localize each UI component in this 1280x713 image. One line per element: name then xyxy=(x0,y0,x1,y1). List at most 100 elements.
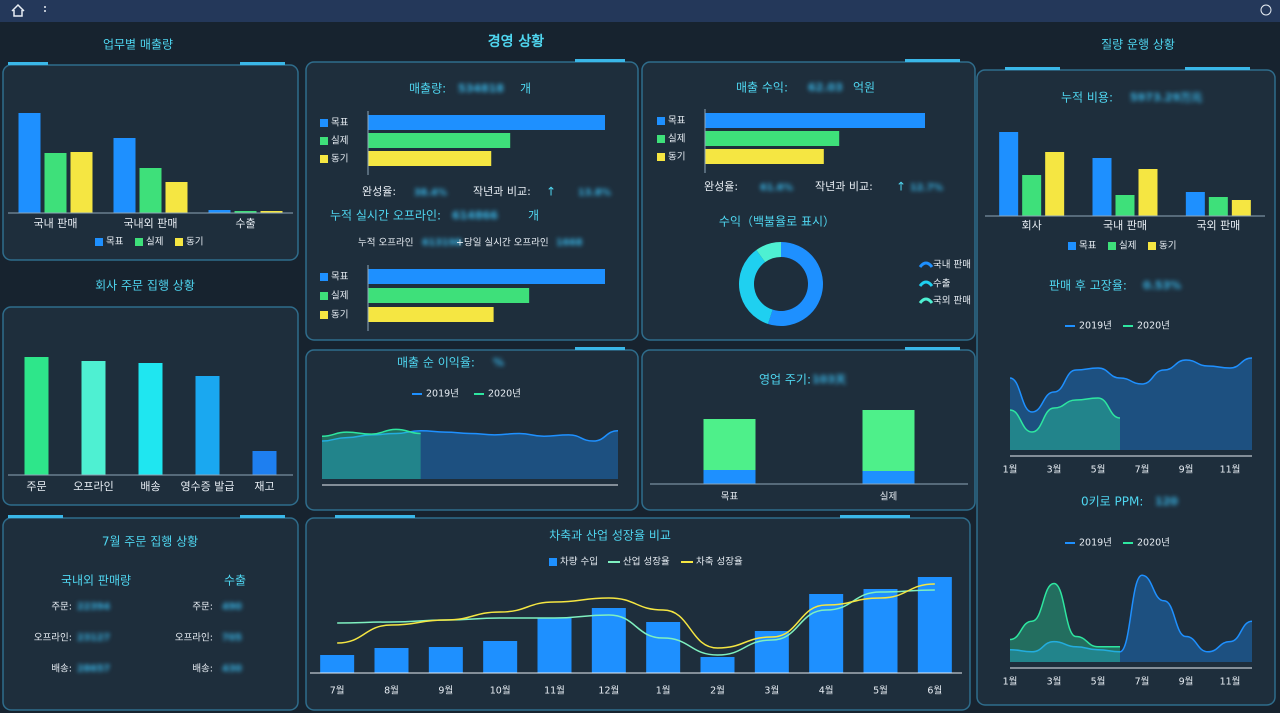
x-tick-label: 11월 xyxy=(1220,464,1241,476)
bar xyxy=(705,113,925,128)
x-tick-label: 12월 xyxy=(598,685,619,697)
line xyxy=(321,428,421,437)
bar xyxy=(368,307,494,322)
decoration xyxy=(8,62,48,65)
bar xyxy=(368,115,605,130)
line xyxy=(337,583,935,649)
bar xyxy=(70,152,93,213)
chart-title: 수익（백불율로 표시） xyxy=(719,215,835,229)
bar xyxy=(428,647,463,673)
x-tick-label: 목표 xyxy=(721,492,739,503)
bar xyxy=(999,132,1019,216)
bar xyxy=(483,641,518,673)
donut-slice xyxy=(739,250,773,324)
menu-icon[interactable] xyxy=(44,6,46,8)
donut-slice xyxy=(756,242,781,263)
legend-swatch xyxy=(320,119,328,127)
donut-slice xyxy=(768,242,824,326)
bar-segment xyxy=(703,419,756,470)
decoration xyxy=(575,59,625,62)
x-tick-label: 7월 xyxy=(330,685,345,697)
legend-label: 수출 xyxy=(933,279,951,290)
line xyxy=(1009,397,1121,433)
x-tick-label: 9월 xyxy=(1179,464,1194,476)
chart-title: 회사 주문 집행 상황 xyxy=(95,278,195,293)
area xyxy=(322,430,618,479)
legend-label: 2019년 xyxy=(1079,538,1112,549)
cost-value: 5973.29万元 xyxy=(1130,91,1202,104)
x-tick-label: 회사 xyxy=(1022,219,1042,232)
legend-label: 국외 판매 xyxy=(933,295,971,307)
decoration xyxy=(8,515,63,518)
category-label: 동기 xyxy=(668,152,685,163)
legend-label: 동기 xyxy=(1159,241,1176,252)
legend-swatch xyxy=(320,311,328,319)
x-tick-label: 11월 xyxy=(1220,676,1241,688)
cycle-value: 103天 xyxy=(812,373,847,386)
column-title: 수출 xyxy=(224,574,246,588)
legend-label: 2020년 xyxy=(1137,321,1170,332)
legend-label: 2020년 xyxy=(488,389,521,400)
x-tick-label: 10월 xyxy=(490,685,511,697)
x-tick-label: 1월 xyxy=(1003,464,1018,476)
x-tick-label: 3월 xyxy=(1047,676,1062,688)
cycle-label: 영업 주기: xyxy=(759,373,811,387)
legend-swatch xyxy=(657,117,665,125)
margin-label: 매출 순 이익율: xyxy=(397,356,475,370)
line xyxy=(1009,574,1253,653)
category-label: 목표 xyxy=(668,116,686,127)
today-value: 1668 xyxy=(556,238,583,249)
rev-yoy-arrow: ↑ xyxy=(896,180,906,194)
decoration xyxy=(575,347,625,350)
panel xyxy=(2,517,299,711)
x-tick-label: 수출 xyxy=(235,217,255,230)
area xyxy=(322,429,421,479)
legend-swatch xyxy=(135,238,143,246)
x-tick-label: 1월 xyxy=(1003,676,1018,688)
row-value: 490 xyxy=(222,602,242,613)
category-label: 목표 xyxy=(331,272,349,283)
row-label: 배송: xyxy=(51,664,72,675)
ppm-value: 120 xyxy=(1155,495,1178,508)
x-tick-label: 1월 xyxy=(656,685,671,697)
row-value: 28657 xyxy=(77,664,110,675)
x-tick-label: 7월 xyxy=(1135,464,1150,476)
legend-label: 목표 xyxy=(1079,241,1097,252)
decoration xyxy=(1185,67,1250,70)
legend-swatch xyxy=(95,238,103,246)
completion-value: 38.4% xyxy=(414,188,447,199)
fleet-title: 질량 운행 상황 xyxy=(1101,37,1175,52)
panel xyxy=(305,517,971,711)
close-icon[interactable] xyxy=(1260,4,1272,16)
bar xyxy=(165,182,188,213)
chart-title: 업무별 매출량 xyxy=(103,38,173,52)
home-icon[interactable] xyxy=(11,3,25,17)
sales-qty-unit: 개 xyxy=(520,82,531,96)
x-tick-label: 영수증 발급 xyxy=(180,480,234,493)
bar xyxy=(368,151,492,166)
legend-label: 2019년 xyxy=(426,389,459,400)
legend-swatch xyxy=(1068,242,1076,250)
bar xyxy=(44,153,67,213)
legend-swatch xyxy=(918,297,934,304)
row-label: 주문: xyxy=(192,602,213,613)
bar xyxy=(113,138,136,213)
legend-swatch xyxy=(320,137,328,145)
decoration xyxy=(840,515,910,518)
bar xyxy=(374,648,409,673)
offline-unit: 개 xyxy=(528,209,539,223)
row-label: 주문: xyxy=(51,602,72,613)
column-title: 국내외 판매량 xyxy=(61,574,131,588)
x-tick-label: 5월 xyxy=(873,685,888,697)
category-label: 실제 xyxy=(668,134,685,145)
yoy-arrow: ↑ xyxy=(546,185,556,199)
bar-segment xyxy=(703,470,756,484)
bar xyxy=(368,269,605,284)
bar xyxy=(537,618,572,673)
bar xyxy=(1115,195,1135,216)
bar xyxy=(1208,197,1228,216)
bar xyxy=(1185,192,1205,216)
bar xyxy=(18,113,41,213)
